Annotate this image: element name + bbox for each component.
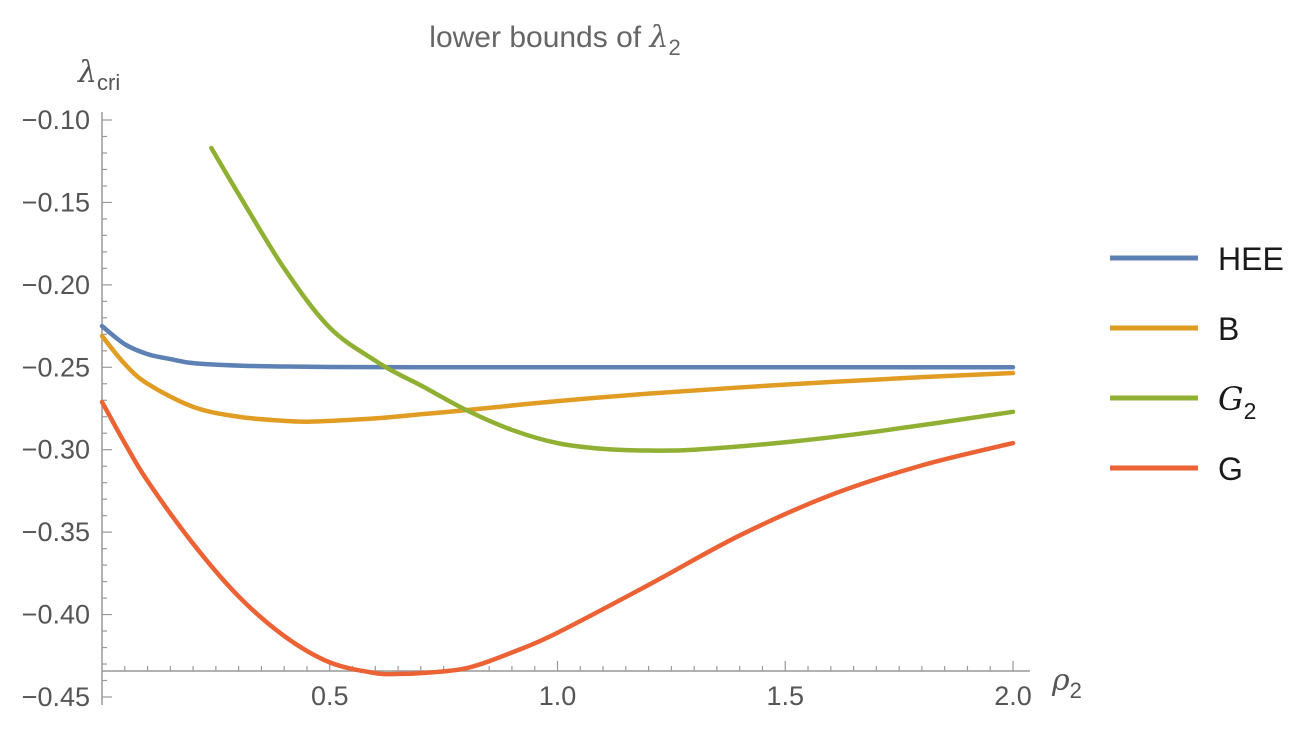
legend-label: HEE bbox=[1218, 241, 1284, 277]
y-tick-label: −0.45 bbox=[22, 682, 90, 712]
legend-label: B bbox=[1218, 311, 1239, 347]
axes bbox=[101, 112, 1030, 705]
series-line-1 bbox=[99, 323, 1016, 370]
y-tick-label: −0.25 bbox=[22, 352, 90, 382]
y-tick-label: −0.20 bbox=[22, 270, 90, 300]
x-tick-label: 0.5 bbox=[311, 681, 349, 711]
series-line-3 bbox=[209, 145, 1016, 453]
plot-lines bbox=[99, 145, 1016, 677]
legend: HEE B G2 G bbox=[1110, 241, 1284, 487]
chart-title: lower bounds of λ2 bbox=[429, 20, 680, 60]
y-tick-label: −0.30 bbox=[22, 435, 90, 465]
legend-label: G2 bbox=[1218, 380, 1256, 424]
y-tick-label: −0.15 bbox=[22, 187, 90, 217]
series-line-4 bbox=[99, 399, 1016, 677]
series-line-2 bbox=[99, 333, 1016, 424]
y-tick-label: −0.40 bbox=[22, 600, 90, 630]
legend-label: G bbox=[1218, 451, 1243, 487]
x-tick-label: 1.5 bbox=[766, 681, 804, 711]
x-axis-title: ρ2 bbox=[1051, 663, 1082, 703]
x-tick-label: 1.0 bbox=[539, 681, 577, 711]
y-tick-label: −0.10 bbox=[22, 105, 90, 135]
y-tick-label: −0.35 bbox=[22, 517, 90, 547]
y-axis-title: λcri bbox=[77, 55, 120, 95]
ticks: 0.5 1.0 1.5 2.0 −0.10 −0.15 −0.20 −0.25 −0.30 −0.… bbox=[22, 105, 1032, 712]
x-tick-label: 2.0 bbox=[994, 681, 1032, 711]
